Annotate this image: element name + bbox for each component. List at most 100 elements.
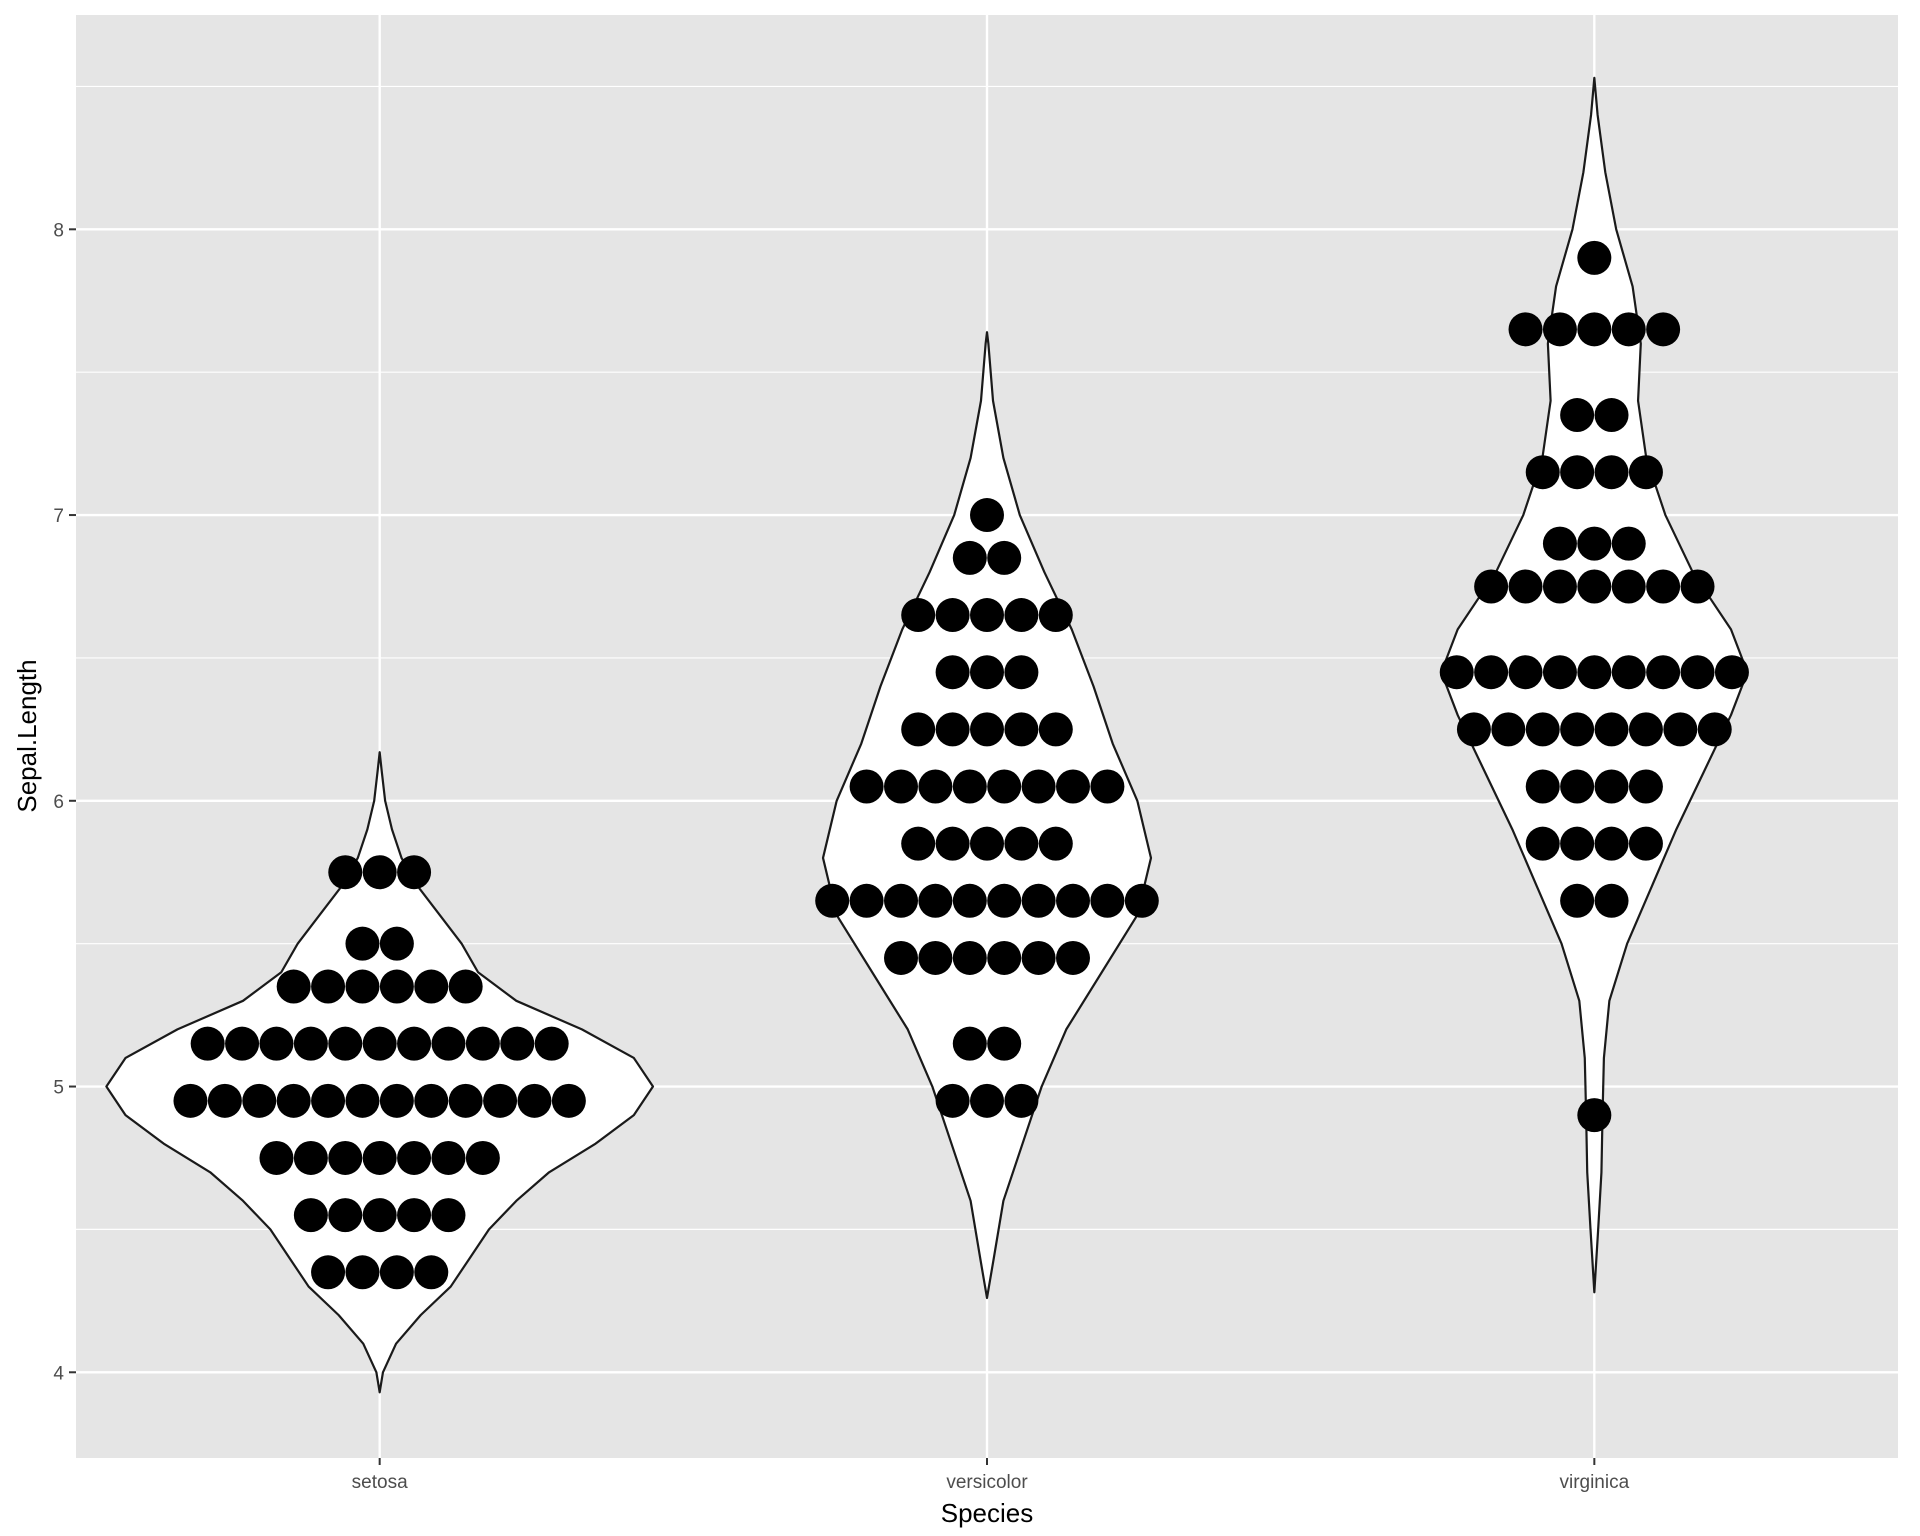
dot-versicolor-6.45-2	[1004, 655, 1039, 690]
dot-setosa-4.35-2	[379, 1255, 414, 1290]
x-axis-title: Species	[941, 1498, 1034, 1528]
dot-setosa-5.75-2	[397, 855, 432, 890]
dot-versicolor-5.65-2	[884, 883, 918, 918]
dot-versicolor-6.05-4	[987, 769, 1022, 804]
dot-setosa-4.95-8	[448, 1083, 483, 1118]
dot-setosa-4.95-1	[207, 1083, 242, 1118]
dot-setosa-4.55-3	[397, 1198, 432, 1233]
dot-versicolor-5.85-0	[901, 826, 936, 861]
dot-versicolor-4.95-1	[970, 1083, 1004, 1118]
dot-virginica-6.05-0	[1525, 769, 1560, 804]
dot-virginica-6.25-2	[1525, 712, 1560, 747]
dot-setosa-5.15-3	[293, 1026, 328, 1061]
dot-virginica-6.25-5	[1628, 712, 1663, 747]
dot-virginica-7.65-1	[1542, 312, 1577, 347]
dot-setosa-4.95-3	[276, 1083, 311, 1118]
dot-setosa-4.35-1	[345, 1255, 380, 1290]
dot-versicolor-5.65-1	[849, 883, 884, 918]
dot-virginica-5.65-0	[1560, 883, 1595, 918]
dot-setosa-4.75-1	[293, 1140, 328, 1175]
dot-versicolor-5.65-5	[987, 883, 1022, 918]
y-tick-label-5: 5	[53, 1078, 64, 1099]
dot-stacks	[173, 240, 1749, 1290]
dot-setosa-4.95-10	[517, 1083, 552, 1118]
dot-setosa-5.15-7	[431, 1026, 466, 1061]
y-tick-label-6: 6	[53, 792, 64, 813]
dot-setosa-5.15-0	[190, 1026, 225, 1061]
dot-versicolor-6.65-1	[935, 598, 970, 633]
dot-setosa-5.35-5	[448, 969, 483, 1004]
dot-setosa-4.95-11	[551, 1083, 586, 1118]
dot-virginica-6.45-6	[1646, 655, 1681, 690]
dot-virginica-6.9-2	[1611, 526, 1646, 561]
violin-setosa	[105, 751, 655, 1394]
dot-virginica-6.05-3	[1628, 769, 1663, 804]
dot-virginica-6.75-4	[1611, 569, 1646, 604]
dot-virginica-7.65-2	[1577, 312, 1612, 347]
x-tick-label-versicolor: versicolor	[946, 1472, 1028, 1493]
dot-setosa-4.75-3	[362, 1140, 397, 1175]
dot-versicolor-5.45-2	[952, 940, 987, 975]
dot-virginica-6.25-6	[1663, 712, 1698, 747]
dot-setosa-4.75-6	[465, 1140, 500, 1175]
dot-setosa-5.15-5	[362, 1026, 397, 1061]
dot-versicolor-5.45-4	[1021, 940, 1056, 975]
dot-setosa-4.95-2	[242, 1083, 277, 1118]
dot-versicolor-6.05-2	[918, 769, 953, 804]
dot-virginica-6.25-3	[1560, 712, 1595, 747]
dot-versicolor-5.65-6	[1021, 883, 1056, 918]
dot-setosa-4.75-0	[259, 1140, 294, 1175]
dot-virginica-6.9-1	[1577, 526, 1612, 561]
dot-versicolor-5.65-3	[918, 883, 953, 918]
dot-setosa-5.15-6	[397, 1026, 432, 1061]
dot-virginica-6.45-1	[1474, 655, 1509, 690]
dot-versicolor-6.45-0	[935, 655, 970, 690]
dot-setosa-4.95-6	[379, 1083, 414, 1118]
dot-virginica-6.45-0	[1439, 655, 1474, 690]
dot-versicolor-5.85-4	[1038, 826, 1073, 861]
dot-virginica-6.9-0	[1542, 526, 1577, 561]
dot-versicolor-6.05-0	[849, 769, 884, 804]
dot-versicolor-4.95-2	[1004, 1083, 1039, 1118]
dot-virginica-6.45-3	[1542, 655, 1577, 690]
dot-virginica-6.75-5	[1646, 569, 1681, 604]
dot-setosa-5.5-1	[379, 926, 414, 961]
dot-versicolor-5.65-7	[1056, 883, 1090, 918]
dot-virginica-6.25-4	[1594, 712, 1629, 747]
dot-virginica-5.65-1	[1594, 883, 1629, 918]
dot-virginica-5.85-2	[1594, 826, 1629, 861]
dot-virginica-5.85-3	[1628, 826, 1663, 861]
dot-versicolor-6.25-1	[935, 712, 970, 747]
dot-versicolor-6.25-0	[901, 712, 936, 747]
y-tick-label-4: 4	[53, 1363, 64, 1384]
x-tick-label-setosa: setosa	[352, 1472, 408, 1493]
dot-setosa-4.95-9	[483, 1083, 518, 1118]
dot-versicolor-5.85-3	[1004, 826, 1039, 861]
dot-setosa-5.75-0	[328, 855, 363, 890]
dot-versicolor-5.65-9	[1124, 883, 1159, 918]
dot-virginica-6.75-3	[1577, 569, 1612, 604]
dot-virginica-6.25-7	[1697, 712, 1732, 747]
dot-virginica-6.75-1	[1508, 569, 1543, 604]
dot-setosa-4.55-2	[362, 1198, 397, 1233]
violin-versicolor	[821, 331, 1153, 1300]
dot-versicolor-6.05-1	[884, 769, 918, 804]
dot-versicolor-6.05-7	[1090, 769, 1125, 804]
dot-setosa-5.75-1	[362, 855, 397, 890]
x-tick-label-virginica: virginica	[1559, 1472, 1629, 1493]
dot-versicolor-6.65-4	[1038, 598, 1073, 633]
dot-setosa-4.95-5	[345, 1083, 380, 1118]
dot-virginica-6.75-2	[1542, 569, 1577, 604]
dot-versicolor-5.45-3	[987, 940, 1022, 975]
dot-setosa-4.75-4	[397, 1140, 432, 1175]
dot-setosa-4.35-0	[311, 1255, 346, 1290]
dot-setosa-5.15-1	[225, 1026, 260, 1061]
dot-setosa-5.35-3	[379, 969, 414, 1004]
dot-virginica-7.35-0	[1560, 398, 1595, 433]
dot-versicolor-6.25-3	[1004, 712, 1039, 747]
dot-virginica-6.75-0	[1474, 569, 1509, 604]
y-tick-label-8: 8	[53, 220, 64, 241]
dot-versicolor-5.85-1	[935, 826, 970, 861]
dot-virginica-6.45-7	[1680, 655, 1715, 690]
